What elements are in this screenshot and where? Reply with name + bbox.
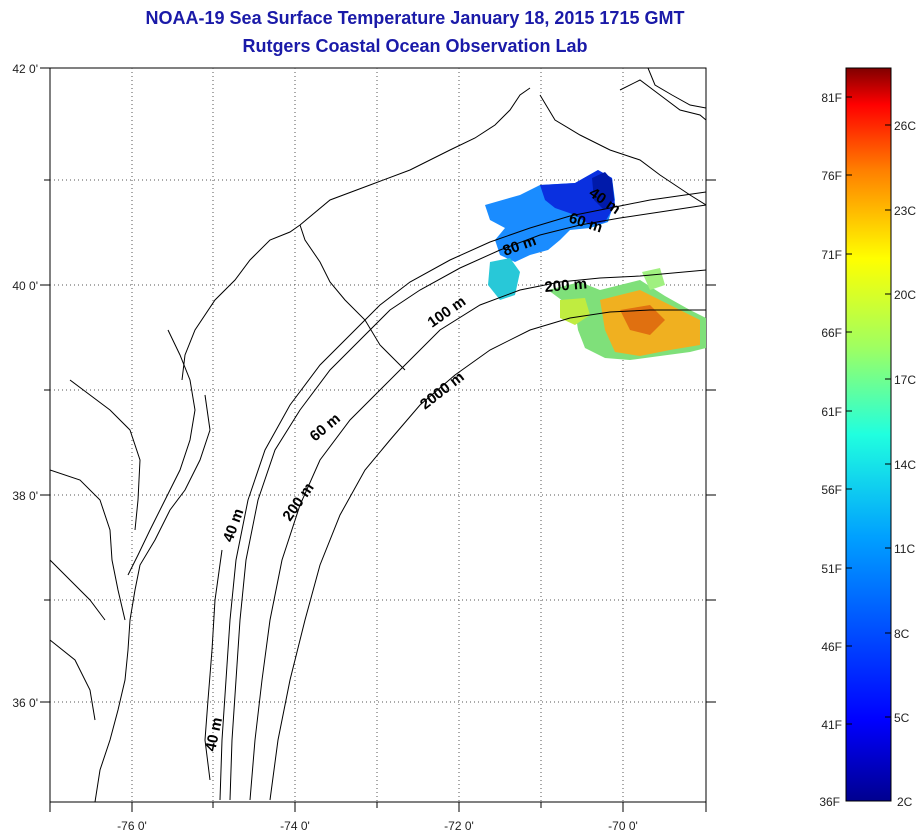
colorbar-f-label: 81F: [821, 91, 842, 105]
lat-tick-label: 38 0': [12, 489, 38, 503]
lat-tick-label: 36 0': [12, 696, 38, 710]
colorbar-c-label: 17C: [894, 373, 916, 387]
map-content: [50, 68, 706, 802]
colorbar-c-label: 5C: [894, 711, 910, 725]
colorbar-f-label: 51F: [821, 562, 842, 576]
lon-tick-label: -74 0': [280, 819, 310, 832]
lon-tick-label: -70 0': [608, 819, 638, 832]
lon-tick-label: -76 0': [117, 819, 147, 832]
axis-ticks: [40, 67, 716, 812]
colorbar-ticks: [846, 96, 891, 725]
colorbar-c-label: 26C: [894, 119, 916, 133]
colorbar-f-label: 56F: [821, 483, 842, 497]
colorbar-f-label: 41F: [821, 718, 842, 732]
colorbar-celsius-labels: 26C 23C 20C 17C 14C 11C 8C 5C 2C: [894, 119, 916, 809]
colorbar-c-label: 2C: [897, 795, 913, 809]
colorbar-c-label: 14C: [894, 458, 916, 472]
colorbar-c-label: 23C: [894, 204, 916, 218]
lat-tick-labels: 42 0' 40 0' 38 0' 36 0': [12, 62, 38, 710]
lat-tick-label: 40 0': [12, 279, 38, 293]
isobath-label: 40 m: [202, 716, 226, 753]
colorbar-f-label: 46F: [821, 640, 842, 654]
gridlines: [50, 68, 706, 802]
map-title: NOAA-19 Sea Surface Temperature January …: [145, 8, 685, 28]
colorbar-c-label: 8C: [894, 627, 910, 641]
lon-tick-labels: -76 0' -74 0' -72 0' -70 0': [117, 819, 638, 832]
isobaths: [204, 191, 706, 801]
sst-patches: [485, 170, 706, 360]
isobath-label: 200 m: [544, 275, 588, 296]
colorbar-f-label: 36F: [819, 795, 840, 809]
colorbar-f-label: 66F: [821, 326, 842, 340]
lon-tick-label: -72 0': [444, 819, 474, 832]
colorbar-f-label: 71F: [821, 248, 842, 262]
lat-tick-label: 42 0': [12, 62, 38, 76]
colorbar: [845, 67, 892, 802]
colorbar-c-label: 20C: [894, 288, 916, 302]
colorbar-f-label: 76F: [821, 169, 842, 183]
coastlines: [50, 68, 706, 802]
map-subtitle: Rutgers Coastal Ocean Observation Lab: [242, 36, 588, 56]
colorbar-fahrenheit-labels: 81F 76F 71F 66F 61F 56F 51F 46F 41F 36F: [819, 91, 842, 809]
colorbar-c-label: 11C: [894, 542, 915, 556]
colorbar-f-label: 61F: [821, 405, 842, 419]
